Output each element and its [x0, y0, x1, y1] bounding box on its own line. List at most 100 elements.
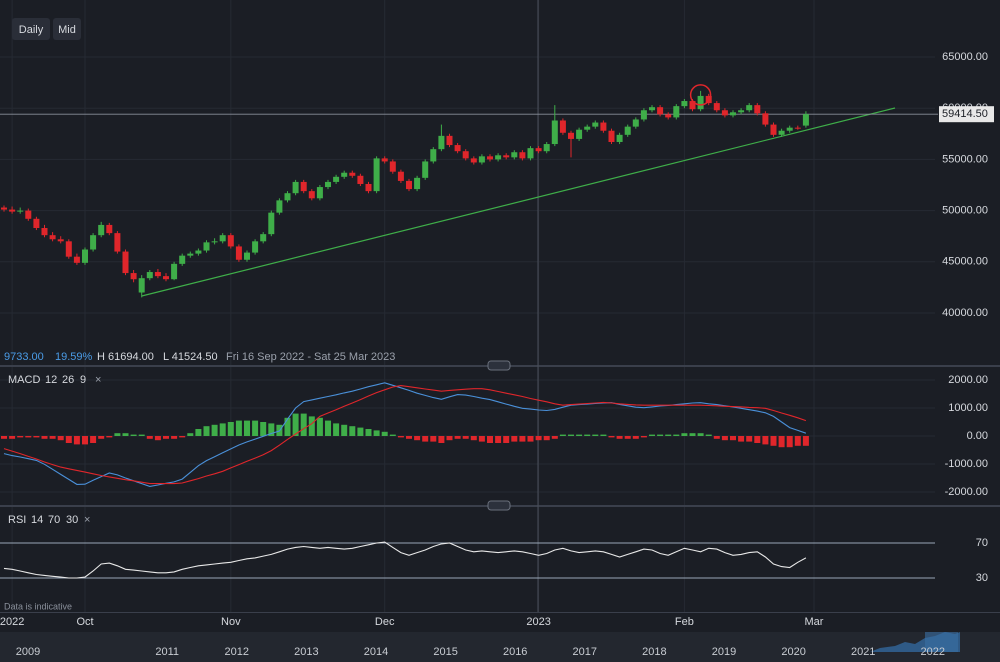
navigator-year: 2022	[921, 646, 945, 658]
button[interactable]	[53, 18, 81, 40]
candle-body	[381, 158, 388, 162]
candle-body	[673, 106, 680, 118]
candle-body	[681, 101, 688, 107]
macd-histogram-bar	[268, 423, 275, 436]
candle-body	[365, 183, 372, 192]
candle-body	[98, 224, 105, 236]
candle-body	[357, 175, 364, 184]
candle-body	[649, 107, 655, 111]
candle-body	[122, 251, 129, 274]
navigator-year: 2018	[642, 646, 666, 658]
candle-body	[446, 135, 453, 146]
last-price-label: 59414.50	[942, 108, 988, 120]
macd-histogram-bar	[657, 434, 664, 436]
macd-histogram-bar	[495, 436, 502, 443]
candle-body	[219, 235, 226, 242]
macd-histogram-bar	[640, 436, 647, 438]
candle-body	[235, 246, 242, 260]
button[interactable]	[12, 18, 50, 40]
candle-body	[665, 114, 672, 118]
macd-histogram-bar	[616, 436, 623, 439]
macd-histogram-bar	[41, 436, 48, 439]
candle-body	[333, 176, 340, 182]
candle-body	[511, 152, 518, 158]
candle-body	[430, 149, 437, 162]
navigator-window[interactable]	[925, 632, 958, 652]
candle-body	[422, 161, 429, 178]
macd-histogram-bar	[171, 436, 178, 439]
macd-histogram-bar	[349, 426, 356, 436]
candle-body	[49, 235, 56, 240]
candle-body	[349, 172, 356, 176]
macd-histogram-bar	[470, 436, 477, 441]
candle-body	[632, 119, 639, 127]
macd-histogram-bar	[146, 436, 153, 439]
x-tick-label: Nov	[221, 616, 241, 628]
candle-body	[495, 155, 502, 160]
candle-body	[227, 235, 234, 247]
candle-body	[397, 171, 404, 181]
candle-body	[778, 130, 785, 135]
close-icon[interactable]: ×	[84, 514, 90, 526]
candle-body	[608, 130, 615, 142]
macd-histogram-bar	[738, 436, 745, 442]
button-label[interactable]: Daily	[19, 24, 44, 36]
x-tick-label: Mar	[805, 616, 824, 628]
navigator[interactable]	[0, 632, 1000, 662]
candle-body	[82, 249, 88, 263]
macd-histogram-bar	[130, 434, 137, 436]
macd-histogram-bar	[487, 436, 493, 443]
indicator-param: 70	[48, 514, 60, 526]
macd-histogram-bar	[414, 436, 421, 441]
candle-body	[640, 110, 647, 120]
button-label[interactable]: Mid	[58, 24, 76, 36]
navigator-year: 2012	[225, 646, 249, 658]
macd-histogram-bar	[300, 413, 307, 436]
candle-body	[65, 241, 72, 257]
axis-divider	[0, 612, 1000, 613]
macd-histogram-bar	[292, 413, 299, 436]
resize-handle[interactable]	[487, 360, 511, 371]
y-tick-label: -2000.00	[945, 486, 988, 498]
resize-handle[interactable]	[487, 500, 511, 511]
macd-histogram-bar	[794, 436, 801, 446]
macd-histogram-bar	[57, 436, 64, 441]
navigator-year: 2020	[781, 646, 805, 658]
close-icon[interactable]: ×	[95, 374, 101, 386]
macd-histogram-bar	[406, 436, 412, 439]
candle-body	[454, 145, 461, 152]
candle-body	[600, 122, 607, 131]
y-tick-label: -1000.00	[945, 458, 988, 470]
candle-body	[195, 250, 202, 254]
macd-histogram-bar	[746, 436, 753, 442]
candle-body	[754, 105, 761, 114]
candle-body	[268, 212, 275, 235]
candle-body	[73, 256, 80, 263]
candle-body	[624, 126, 631, 135]
navigator-year: 2014	[364, 646, 388, 658]
x-tick-label: Dec	[375, 616, 395, 628]
high: H 61694.00	[97, 351, 154, 363]
macd-histogram-bar	[754, 436, 761, 443]
macd-histogram-bar	[624, 436, 631, 439]
macd-histogram-bar	[179, 436, 186, 438]
macd-histogram-bar	[778, 436, 785, 448]
macd-histogram-bar	[568, 434, 574, 436]
candle-body	[341, 172, 348, 177]
macd-histogram-bar	[705, 434, 712, 436]
candle-body	[276, 200, 283, 213]
macd-histogram-bar	[252, 420, 259, 436]
change: 9733.00	[4, 351, 44, 363]
candle-body	[171, 263, 178, 280]
candle-body	[487, 156, 493, 160]
macd-histogram-bar	[478, 436, 485, 442]
candle-body	[438, 135, 445, 150]
macd-histogram-bar	[381, 431, 388, 436]
macd-histogram-bar	[665, 434, 672, 436]
candle-body	[568, 132, 574, 139]
candle-body	[33, 218, 40, 229]
low: L 41524.50	[163, 351, 218, 363]
macd-histogram-bar	[25, 436, 32, 438]
candle-body	[576, 129, 583, 139]
candle-body	[689, 101, 696, 110]
